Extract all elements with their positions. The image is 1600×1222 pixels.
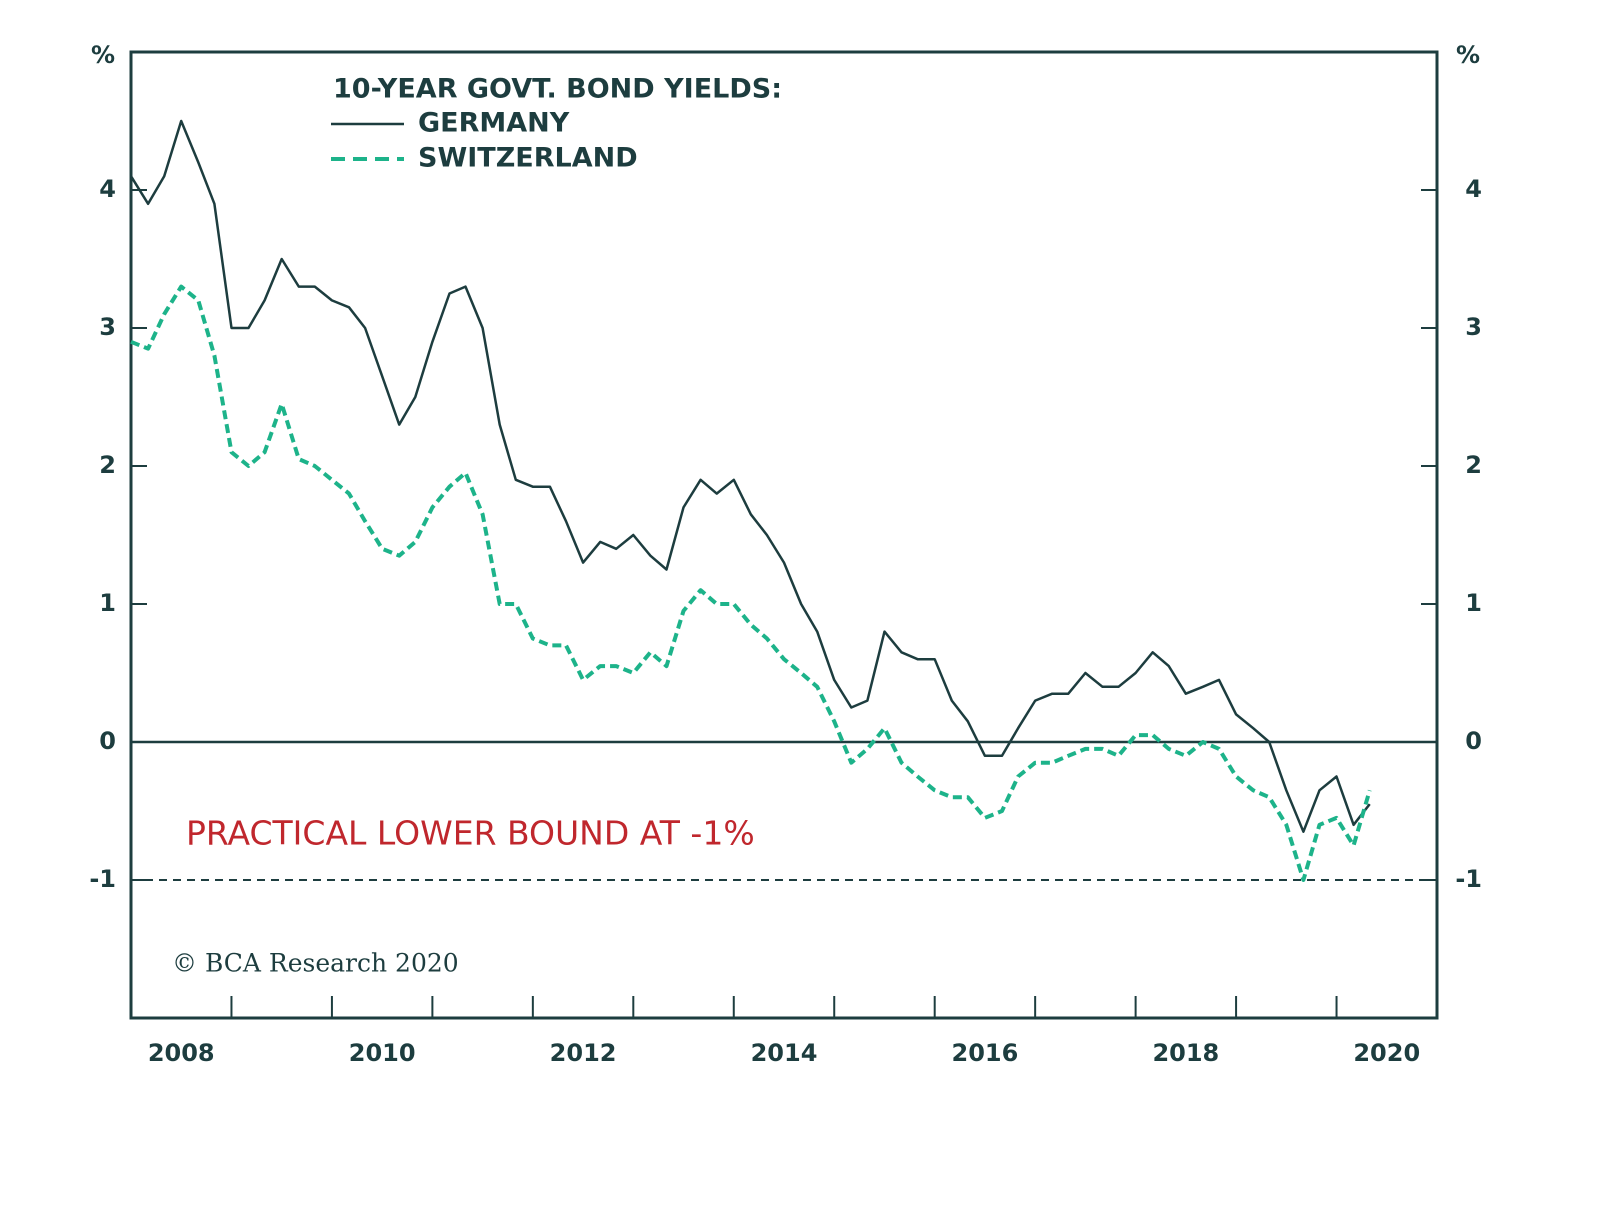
x-tick-label: 2018 xyxy=(1152,1039,1219,1067)
y2-tick-label: 1 xyxy=(1465,589,1482,617)
series-line xyxy=(130,284,1372,882)
y-tick-label: 4 xyxy=(99,175,116,203)
series-line xyxy=(129,119,1371,833)
x-tick-label: 2012 xyxy=(550,1039,617,1067)
y2-tick-label: 0 xyxy=(1465,727,1482,755)
x-tick-label: 2014 xyxy=(751,1039,818,1067)
x-tick-label: 2010 xyxy=(349,1039,416,1067)
y-tick-label: 2 xyxy=(99,451,116,479)
x-tick-label: 2020 xyxy=(1353,1039,1420,1067)
x-tick-label: 2016 xyxy=(952,1039,1019,1067)
y-unit: % xyxy=(91,41,115,69)
y2-tick-label: 4 xyxy=(1465,175,1482,203)
annotation: PRACTICAL LOWER BOUND AT -1% xyxy=(186,814,755,853)
legend-label: GERMANY xyxy=(418,108,570,139)
x-tick-label: 2008 xyxy=(148,1039,215,1067)
y-tick-label: -1 xyxy=(89,865,116,893)
y2-tick-label: -1 xyxy=(1455,865,1482,893)
y-tick-label: 0 xyxy=(99,727,116,755)
y-tick-label: 3 xyxy=(99,313,116,341)
y2-unit: % xyxy=(1456,41,1480,69)
legend-title: 10-YEAR GOVT. BOND YIELDS: xyxy=(333,74,782,105)
y-tick-label: 1 xyxy=(99,589,116,617)
plot-frame xyxy=(129,50,1439,1020)
y2-tick-label: 2 xyxy=(1465,451,1482,479)
legend-label: SWITZERLAND xyxy=(418,143,638,174)
source: © BCA Research 2020 xyxy=(172,949,459,978)
y2-tick-label: 3 xyxy=(1465,313,1482,341)
